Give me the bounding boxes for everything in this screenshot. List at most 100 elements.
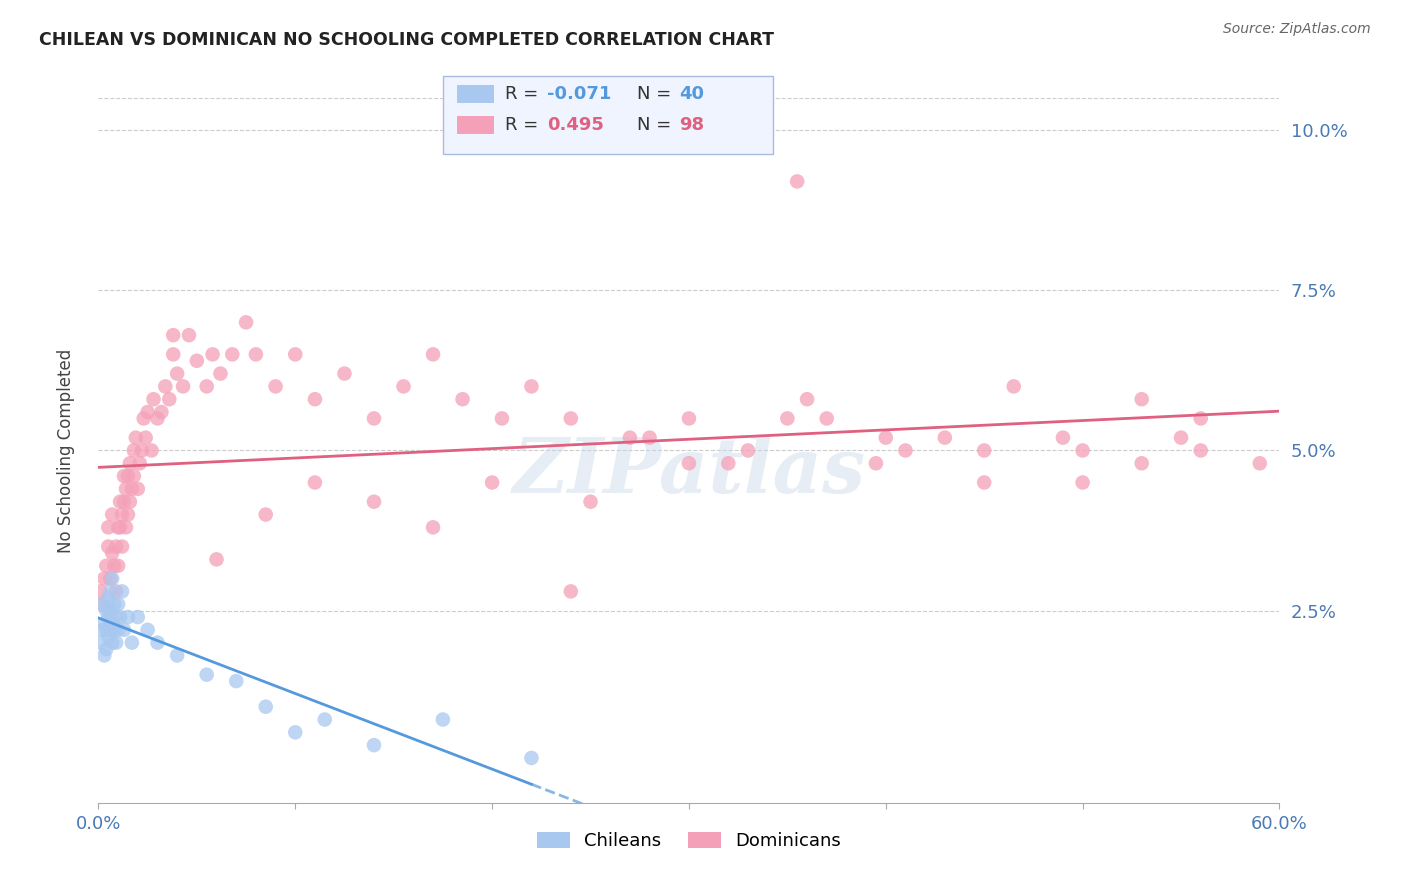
Text: Source: ZipAtlas.com: Source: ZipAtlas.com (1223, 22, 1371, 37)
Point (107, 558, 129, 573)
Point (122, 443, 145, 458)
Point (934, 431, 956, 445)
Point (107, 597, 129, 611)
Point (201, 347, 224, 361)
Point (98, 604, 121, 618)
Point (97, 610, 120, 624)
Point (101, 616, 124, 631)
Point (560, 411, 582, 425)
Point (363, 738, 385, 752)
Point (105, 540, 128, 554)
Y-axis label: No Schooling Completed: No Schooling Completed (56, 349, 75, 552)
Point (136, 623, 159, 637)
Point (132, 411, 155, 425)
Point (254, 699, 277, 714)
Point (117, 508, 139, 522)
Point (118, 494, 141, 508)
Point (560, 584, 582, 599)
Point (115, 520, 138, 534)
Point (107, 520, 129, 534)
Point (141, 443, 163, 458)
Point (678, 456, 700, 470)
Text: ZIPatlas: ZIPatlas (512, 434, 866, 508)
Point (128, 456, 150, 470)
Point (491, 411, 513, 425)
Point (1071, 443, 1094, 458)
Point (177, 328, 200, 343)
Point (101, 635, 124, 649)
Point (131, 443, 153, 458)
Point (1189, 411, 1212, 425)
Point (186, 353, 208, 368)
Point (422, 347, 444, 361)
Point (136, 405, 159, 419)
Text: 40: 40 (679, 85, 704, 103)
Point (111, 508, 134, 522)
Point (1052, 431, 1074, 445)
Point (157, 392, 180, 407)
Point (93, 572, 115, 586)
Point (91, 623, 114, 637)
Point (103, 597, 125, 611)
Point (245, 347, 267, 361)
Text: CHILEAN VS DOMINICAN NO SCHOOLING COMPLETED CORRELATION CHART: CHILEAN VS DOMINICAN NO SCHOOLING COMPLE… (39, 31, 775, 49)
Point (875, 431, 897, 445)
Point (451, 392, 474, 407)
Point (91, 597, 114, 611)
Point (98, 572, 121, 586)
Point (225, 674, 247, 689)
Point (432, 713, 454, 727)
Point (97, 540, 120, 554)
Point (304, 392, 326, 407)
Point (112, 494, 135, 508)
Point (115, 482, 138, 496)
Point (111, 540, 134, 554)
Point (96, 623, 118, 637)
Text: 0.495: 0.495 (547, 116, 603, 134)
Text: R =: R = (505, 85, 538, 103)
Point (121, 635, 143, 649)
Point (96, 558, 118, 573)
Point (127, 610, 149, 624)
Point (333, 367, 356, 381)
Point (111, 584, 134, 599)
Point (304, 475, 326, 490)
Point (155, 379, 177, 393)
Point (1130, 392, 1153, 407)
Text: R =: R = (505, 116, 538, 134)
Point (235, 315, 257, 329)
Point (89, 635, 111, 649)
Point (865, 456, 887, 470)
Point (195, 667, 218, 681)
Point (103, 558, 125, 573)
Point (96, 642, 118, 657)
Point (776, 411, 799, 425)
Legend: Chileans, Dominicans: Chileans, Dominicans (530, 824, 848, 857)
Point (103, 623, 125, 637)
Point (221, 347, 243, 361)
Point (422, 520, 444, 534)
Point (1071, 475, 1094, 490)
Text: N =: N = (637, 85, 671, 103)
Point (786, 174, 808, 188)
Point (118, 456, 141, 470)
Point (97, 591, 120, 605)
Point (162, 347, 184, 361)
Point (142, 392, 165, 407)
Point (127, 482, 149, 496)
Point (638, 431, 661, 445)
Point (894, 443, 917, 458)
Point (166, 367, 188, 381)
Point (717, 456, 740, 470)
Point (520, 751, 543, 765)
Point (314, 713, 336, 727)
Point (98, 584, 121, 599)
Point (112, 469, 135, 483)
Point (619, 431, 641, 445)
Point (101, 572, 124, 586)
Point (1249, 456, 1271, 470)
Point (93, 648, 115, 663)
Point (363, 411, 385, 425)
Point (1189, 443, 1212, 458)
Point (172, 379, 194, 393)
